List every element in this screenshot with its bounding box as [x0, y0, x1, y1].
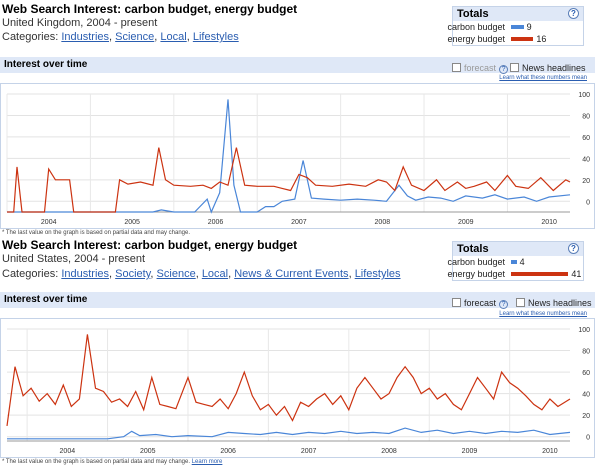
- totals-bar-carbon: [511, 260, 517, 264]
- learn-more-note-link[interactable]: Learn more: [191, 459, 223, 465]
- x-tick-label: 2008: [381, 448, 397, 455]
- y-tick-label: 100: [578, 327, 590, 334]
- y-tick-label: 100: [578, 92, 590, 99]
- category-link-lifestyles[interactable]: Lifestyles: [192, 31, 239, 43]
- totals-label: energy budget: [447, 269, 505, 279]
- totals-label: carbon budget: [447, 22, 505, 32]
- news-headlines-toggle[interactable]: News headlines: [510, 60, 586, 76]
- totals-row-energy: energy budget 41: [447, 268, 583, 280]
- panel2-categories: Categories: Industries, Society, Science…: [2, 268, 401, 280]
- forecast-toggle[interactable]: forecast?: [452, 60, 509, 76]
- y-tick-label: 80: [582, 349, 590, 356]
- panel2-totals: Totals ? carbon budget 4 energy budget 4…: [447, 241, 584, 281]
- x-tick-label: 2004: [41, 219, 57, 226]
- totals-label: carbon budget: [447, 257, 505, 267]
- category-link-local[interactable]: Local: [160, 31, 187, 43]
- help-icon[interactable]: ?: [568, 8, 579, 19]
- panel1-note: * The last value on the graph is based o…: [2, 230, 191, 236]
- forecast-checkbox[interactable]: [452, 63, 461, 72]
- totals-header: Totals ?: [453, 7, 583, 21]
- panel1-interest-header: Interest over time forecast? News headli…: [0, 57, 595, 76]
- panel2-title: Web Search Interest: carbon budget, ener…: [2, 238, 298, 252]
- categories-label: Categories:: [2, 268, 59, 280]
- totals-value: 4: [519, 257, 525, 267]
- series-line-carbon-budget: [7, 99, 571, 214]
- y-tick-label: 0: [586, 435, 590, 442]
- category-link-industries[interactable]: Industries: [61, 31, 110, 43]
- x-tick-label: 2007: [291, 219, 307, 226]
- y-tick-label: 40: [582, 392, 590, 399]
- totals-bar-energy: [511, 272, 569, 276]
- y-tick-label: 60: [582, 370, 590, 377]
- learn-more-link[interactable]: Learn what these numbers mean: [499, 75, 587, 81]
- totals-value: 41: [571, 269, 582, 279]
- totals-value: 16: [536, 34, 547, 44]
- panel2-note: * The last value on the graph is based o…: [2, 459, 223, 465]
- series-line-energy-budget: [7, 147, 571, 213]
- x-tick-label: 2010: [541, 219, 557, 226]
- totals-row-carbon: carbon budget 9: [447, 21, 583, 33]
- help-icon[interactable]: ?: [568, 243, 579, 254]
- category-link-lifestyles[interactable]: Lifestyles: [354, 268, 401, 280]
- line-chart: 100 80 60 40 20 0 2004 2005 2006 2007 2008 2009 2010: [6, 92, 590, 226]
- panel2-interest-header: Interest over time forecast? News headli…: [0, 292, 595, 311]
- series-line-carbon-budget: [7, 427, 571, 440]
- categories-label: Categories:: [2, 31, 59, 43]
- interest-over-time-label: Interest over time: [4, 59, 88, 70]
- x-tick-label: 2008: [375, 219, 391, 226]
- news-headlines-checkbox[interactable]: [510, 63, 519, 72]
- y-tick-label: 0: [586, 199, 590, 206]
- totals-label: energy budget: [447, 34, 505, 44]
- category-link-industries[interactable]: Industries: [61, 268, 110, 280]
- x-tick-label: 2005: [140, 448, 156, 455]
- series-line-energy-budget: [6, 334, 571, 426]
- panel1-totals: Totals ? carbon budget 9 energy budget 1…: [447, 6, 584, 46]
- x-tick-label: 2010: [542, 448, 558, 455]
- x-tick-label: 2006: [220, 448, 236, 455]
- panel1-categories: Categories: Industries, Science, Local, …: [2, 31, 239, 43]
- panel1-subtitle: United Kingdom, 2004 - present: [2, 17, 158, 29]
- totals-header: Totals ?: [453, 242, 583, 256]
- interest-over-time-label: Interest over time: [4, 294, 88, 305]
- x-tick-label: 2005: [124, 219, 140, 226]
- news-headlines-toggle[interactable]: News headlines: [516, 295, 592, 311]
- category-link-science[interactable]: Science: [115, 31, 155, 43]
- category-link-local[interactable]: Local: [201, 268, 229, 280]
- panel1-chart: 100 80 60 40 20 0 2004 2005 2006 2007 2008 2009 2010: [0, 83, 595, 229]
- panel1-title: Web Search Interest: carbon budget, ener…: [2, 2, 298, 16]
- x-tick-label: 2007: [301, 448, 317, 455]
- news-headlines-checkbox[interactable]: [516, 298, 525, 307]
- y-tick-label: 80: [582, 113, 590, 120]
- x-tick-label: 2004: [60, 448, 76, 455]
- y-tick-label: 40: [582, 156, 590, 163]
- category-link-science[interactable]: Science: [156, 268, 196, 280]
- y-tick-label: 60: [582, 135, 590, 142]
- panel2-chart: 100 80 60 40 20 0 2004 2005 2006 2007 2008 2009 2010: [0, 318, 595, 458]
- line-chart: 100 80 60 40 20 0 2004 2005 2006 2007 2008 2009 2010: [6, 327, 590, 455]
- y-tick-label: 20: [582, 413, 590, 420]
- totals-row-carbon: carbon budget 4: [447, 256, 583, 268]
- panel2-subtitle: United States, 2004 - present: [2, 253, 146, 265]
- help-icon[interactable]: ?: [499, 65, 509, 74]
- totals-value: 9: [526, 22, 532, 32]
- totals-bar-energy: [511, 37, 534, 41]
- totals-row-energy: energy budget 16: [447, 33, 583, 45]
- x-tick-label: 2009: [458, 219, 474, 226]
- help-icon[interactable]: ?: [499, 300, 509, 309]
- x-tick-label: 2006: [208, 219, 224, 226]
- y-tick-label: 20: [582, 178, 590, 185]
- forecast-checkbox[interactable]: [452, 298, 461, 307]
- x-tick-label: 2009: [462, 448, 478, 455]
- learn-more-link[interactable]: Learn what these numbers mean: [499, 311, 587, 317]
- category-link-news[interactable]: News & Current Events: [234, 268, 349, 280]
- category-link-society[interactable]: Society: [115, 268, 151, 280]
- totals-bar-carbon: [511, 25, 524, 29]
- forecast-toggle[interactable]: forecast?: [452, 295, 509, 311]
